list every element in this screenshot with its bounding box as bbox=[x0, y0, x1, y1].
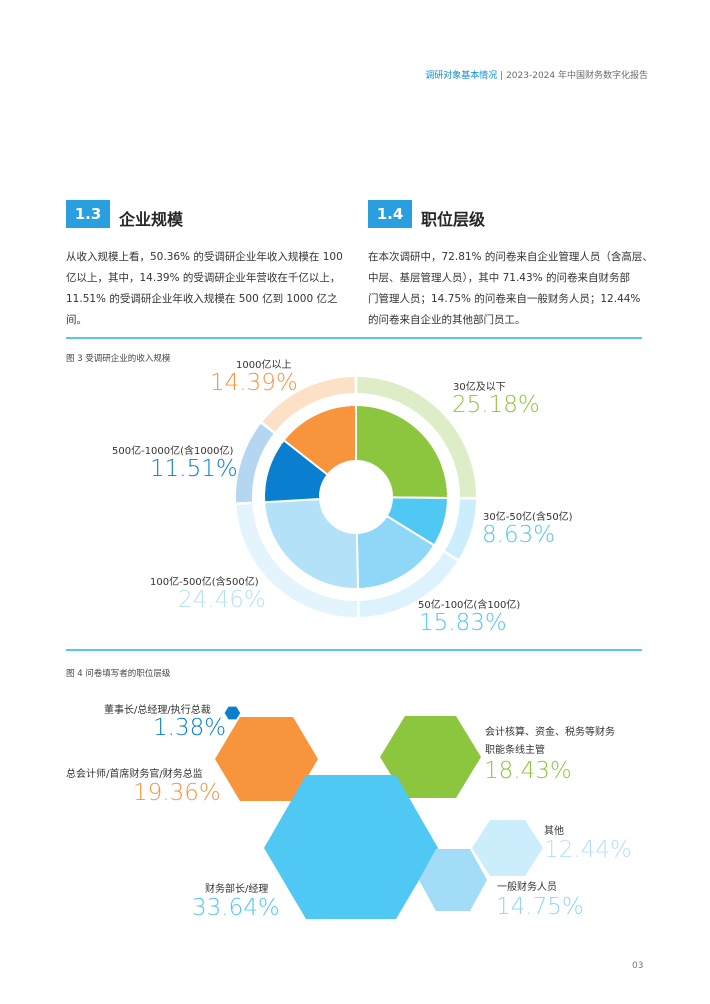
pie-value-500-1000: 11.51% bbox=[150, 456, 238, 482]
hex-label-chairman: 董事长/总经理/执行总裁 bbox=[104, 705, 211, 716]
pie-value-1000-plus: 14.39% bbox=[210, 370, 298, 396]
donut-pointer-3 bbox=[264, 501, 276, 512]
donut-pointer-5 bbox=[346, 405, 356, 416]
page-number: 03 bbox=[632, 961, 644, 971]
paragraph-line: 的问卷来自企业的其他部门员工。 bbox=[368, 314, 526, 326]
hexagon-chairman bbox=[224, 706, 241, 720]
paragraph-line: 亿以上，其中，14.39% 的受调研企业年营收在千亿以上， bbox=[66, 272, 341, 284]
paragraph-line: 中层、基层管理人员），其中 71.43% 的问卷来自财务部 bbox=[368, 272, 630, 284]
donut-outer-4 bbox=[236, 423, 274, 503]
hex-value-other: 12.44% bbox=[544, 837, 632, 863]
section-1-4-paragraph: 在本次调研中，72.81% 的问卷来自企业管理人员（含高层、 中层、基层管理人员… bbox=[368, 247, 658, 331]
donut-chart bbox=[236, 377, 476, 617]
paragraph-line: 门管理人员；14.75% 的问卷来自一般财务人员；12.44% bbox=[368, 293, 641, 305]
fig3-caption: 图 3 受调研企业的收入规模 bbox=[66, 354, 171, 364]
section-1-3-number: 1.3 bbox=[66, 200, 110, 228]
donut-pointer-0 bbox=[437, 488, 448, 498]
section-1-3-paragraph: 从收入规模上看，50.36% 的受调研企业年收入规模在 100 亿以上，其中，1… bbox=[66, 247, 356, 331]
hexagon-other bbox=[472, 820, 543, 876]
divider-fig3 bbox=[66, 337, 642, 339]
fig4-caption: 图 4 问卷填写者的职位层级 bbox=[66, 669, 171, 679]
hex-value-chairman: 1.38% bbox=[153, 715, 227, 741]
hex-value-function-lead: 18.43% bbox=[484, 758, 572, 784]
donut-outer-3 bbox=[236, 504, 358, 617]
donut-outer-1 bbox=[445, 499, 476, 559]
pie-value-30-50: 8.63% bbox=[482, 522, 556, 548]
header-separator: | bbox=[497, 71, 507, 81]
section-1-4-number: 1.4 bbox=[368, 200, 412, 228]
paragraph-line: 11.51% 的受调研企业年收入规模在 500 亿到 1000 亿之间。 bbox=[66, 293, 338, 326]
pie-value-100-500: 24.46% bbox=[178, 587, 266, 613]
pie-label-1000-plus: 1000亿以上 bbox=[236, 360, 292, 371]
divider-fig4 bbox=[66, 649, 642, 651]
hexagon-finance-manager bbox=[264, 775, 438, 919]
hex-label-cfo: 总会计师/首席财务官/财务总监 bbox=[66, 769, 203, 780]
hex-value-cfo: 19.36% bbox=[133, 780, 221, 806]
header-report: 2023-2024 年中国财务数字化报告 bbox=[506, 71, 648, 81]
paragraph-line: 在本次调研中，72.81% 的问卷来自企业管理人员（含高层、 bbox=[368, 251, 653, 263]
paragraph-line: 从收入规模上看，50.36% 的受调研企业年收入规模在 100 bbox=[66, 251, 343, 263]
pie-label-500-1000: 500亿-1000亿(含1000亿) bbox=[112, 446, 234, 457]
hex-value-finance-manager: 33.64% bbox=[192, 895, 280, 921]
donut-outer-2 bbox=[359, 552, 458, 617]
pie-label-100-500: 100亿-500亿(含500亿) bbox=[150, 577, 259, 588]
pie-value-50-100: 15.83% bbox=[419, 610, 507, 636]
hex-label-function-lead-2: 职能条线主管 bbox=[485, 745, 545, 756]
hex-label-other: 其他 bbox=[544, 826, 564, 837]
donut-outer-5 bbox=[262, 377, 355, 432]
donut-hole bbox=[320, 461, 392, 533]
donut-pointer-2 bbox=[357, 578, 368, 589]
hexagon-function-lead bbox=[380, 716, 481, 798]
donut-pointer-4 bbox=[280, 443, 292, 455]
section-1-4-title: 职位层级 bbox=[421, 210, 486, 229]
hex-label-finance-manager: 财务部长/经理 bbox=[205, 884, 269, 895]
hexagon-general-staff bbox=[419, 849, 487, 911]
pie-label-30-50: 30亿-50亿(含50亿) bbox=[483, 512, 573, 523]
donut-outer-0 bbox=[357, 377, 476, 497]
donut-pointer-1 bbox=[425, 531, 437, 542]
header-section: 调研对象基本情况 bbox=[425, 71, 498, 81]
pie-label-50-100: 50亿-100亿(含100亿) bbox=[418, 600, 521, 611]
hex-label-general-staff: 一般财务人员 bbox=[497, 882, 557, 893]
pie-label-30-below: 30亿及以下 bbox=[453, 382, 506, 393]
running-header: 调研对象基本情况 | 2023-2024 年中国财务数字化报告 bbox=[300, 68, 648, 81]
hex-value-general-staff: 14.75% bbox=[496, 894, 584, 920]
hexagon-cfo bbox=[215, 717, 318, 801]
pie-value-30-below: 25.18% bbox=[452, 392, 540, 418]
hex-label-function-lead: 会计核算、资金、税务等财务 bbox=[485, 727, 615, 738]
section-1-3-title: 企业规模 bbox=[119, 210, 184, 229]
